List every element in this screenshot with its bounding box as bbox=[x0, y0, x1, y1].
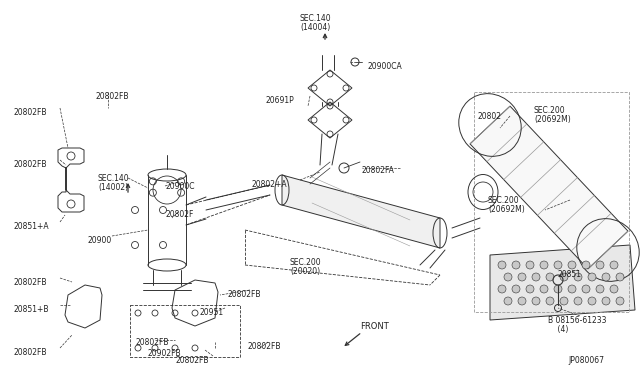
Circle shape bbox=[596, 261, 604, 269]
Bar bbox=[474, 92, 629, 312]
Circle shape bbox=[602, 297, 610, 305]
Text: 20902FB: 20902FB bbox=[148, 349, 182, 358]
Circle shape bbox=[610, 261, 618, 269]
Circle shape bbox=[602, 273, 610, 281]
Text: JP080067: JP080067 bbox=[568, 356, 604, 365]
Circle shape bbox=[616, 273, 624, 281]
Text: 20802+A: 20802+A bbox=[252, 180, 287, 189]
Circle shape bbox=[532, 297, 540, 305]
Text: SEC.200: SEC.200 bbox=[290, 258, 322, 267]
Circle shape bbox=[574, 297, 582, 305]
Circle shape bbox=[504, 273, 512, 281]
Text: 20802FB: 20802FB bbox=[175, 356, 209, 365]
Text: 20802FB: 20802FB bbox=[14, 160, 47, 169]
Text: (14004): (14004) bbox=[300, 23, 330, 32]
Circle shape bbox=[518, 297, 526, 305]
Circle shape bbox=[512, 285, 520, 293]
Text: SEC.140: SEC.140 bbox=[300, 14, 332, 23]
Text: SEC.140: SEC.140 bbox=[98, 174, 130, 183]
Text: 20802FB: 20802FB bbox=[228, 290, 262, 299]
Text: 20900: 20900 bbox=[88, 236, 112, 245]
Circle shape bbox=[526, 261, 534, 269]
Text: 20900C: 20900C bbox=[165, 182, 195, 191]
Text: (4): (4) bbox=[548, 325, 568, 334]
Text: 20802: 20802 bbox=[478, 112, 502, 121]
Text: 20802FB: 20802FB bbox=[95, 92, 129, 101]
Circle shape bbox=[498, 261, 506, 269]
Text: 20951: 20951 bbox=[200, 308, 224, 317]
Text: (20692M): (20692M) bbox=[488, 205, 525, 214]
Text: SEC.200: SEC.200 bbox=[534, 106, 566, 115]
Text: 20691P: 20691P bbox=[266, 96, 295, 105]
Circle shape bbox=[546, 297, 554, 305]
Text: (20692M): (20692M) bbox=[534, 115, 571, 124]
Circle shape bbox=[498, 285, 506, 293]
Circle shape bbox=[554, 261, 562, 269]
Text: 20802FB: 20802FB bbox=[248, 342, 282, 351]
Polygon shape bbox=[282, 175, 440, 248]
Text: SEC.200: SEC.200 bbox=[488, 196, 520, 205]
Polygon shape bbox=[490, 245, 635, 320]
Bar bbox=[130, 305, 240, 357]
Text: 20802FB: 20802FB bbox=[135, 338, 168, 347]
Circle shape bbox=[568, 261, 576, 269]
Text: (20020): (20020) bbox=[290, 267, 320, 276]
Circle shape bbox=[568, 285, 576, 293]
Circle shape bbox=[546, 273, 554, 281]
Text: 20802FB: 20802FB bbox=[14, 108, 47, 117]
Circle shape bbox=[588, 297, 596, 305]
Circle shape bbox=[582, 285, 590, 293]
Circle shape bbox=[518, 273, 526, 281]
Circle shape bbox=[616, 297, 624, 305]
Circle shape bbox=[526, 285, 534, 293]
Circle shape bbox=[560, 273, 568, 281]
Circle shape bbox=[504, 297, 512, 305]
Circle shape bbox=[582, 261, 590, 269]
Text: 20851+A: 20851+A bbox=[14, 222, 50, 231]
Text: 20802F: 20802F bbox=[165, 210, 193, 219]
Text: 20851+B: 20851+B bbox=[14, 305, 49, 314]
Circle shape bbox=[532, 273, 540, 281]
Circle shape bbox=[574, 273, 582, 281]
Text: B 08156-61233: B 08156-61233 bbox=[548, 316, 607, 325]
Text: 20802FB: 20802FB bbox=[14, 348, 47, 357]
Circle shape bbox=[512, 261, 520, 269]
Circle shape bbox=[596, 285, 604, 293]
Text: FRONT: FRONT bbox=[360, 322, 388, 331]
Circle shape bbox=[554, 285, 562, 293]
Text: (14002): (14002) bbox=[98, 183, 128, 192]
Circle shape bbox=[560, 297, 568, 305]
Circle shape bbox=[540, 261, 548, 269]
Text: 20802FA: 20802FA bbox=[362, 166, 395, 175]
Text: 20900CA: 20900CA bbox=[368, 62, 403, 71]
Circle shape bbox=[610, 285, 618, 293]
Circle shape bbox=[540, 285, 548, 293]
Polygon shape bbox=[470, 106, 628, 269]
Text: 20851: 20851 bbox=[557, 270, 581, 279]
Text: 20802FB: 20802FB bbox=[14, 278, 47, 287]
Circle shape bbox=[588, 273, 596, 281]
